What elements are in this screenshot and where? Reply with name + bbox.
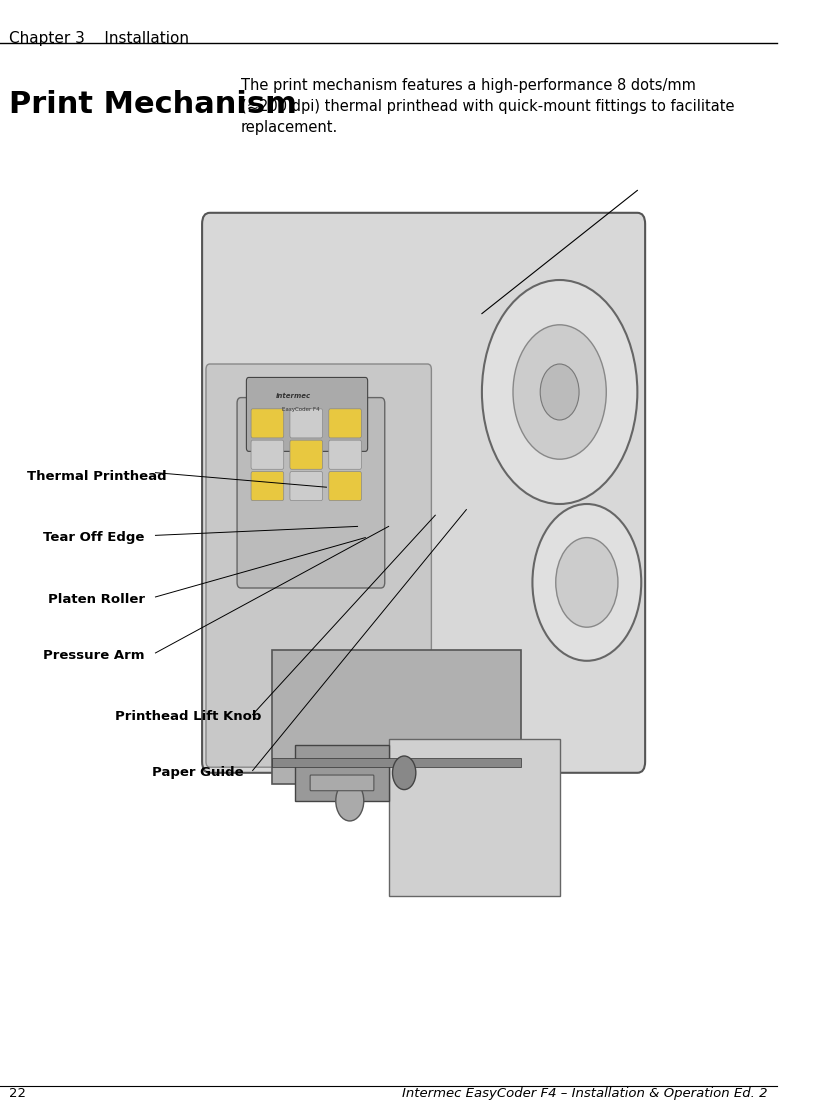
Circle shape bbox=[336, 781, 363, 821]
FancyBboxPatch shape bbox=[251, 409, 284, 438]
FancyBboxPatch shape bbox=[272, 758, 520, 767]
FancyBboxPatch shape bbox=[206, 364, 431, 767]
Text: Printhead Lift Knob: Printhead Lift Knob bbox=[115, 710, 261, 724]
FancyBboxPatch shape bbox=[289, 472, 323, 501]
Text: Paper Guide: Paper Guide bbox=[151, 766, 243, 780]
Circle shape bbox=[481, 280, 637, 504]
FancyBboxPatch shape bbox=[272, 650, 520, 784]
Circle shape bbox=[555, 538, 617, 627]
FancyBboxPatch shape bbox=[310, 775, 374, 791]
Text: Pressure Arm: Pressure Arm bbox=[43, 648, 144, 662]
FancyBboxPatch shape bbox=[328, 409, 361, 438]
Text: The print mechanism features a high-performance 8 dots/mm
(≈200 dpi) thermal pri: The print mechanism features a high-perf… bbox=[241, 78, 734, 136]
Text: Tear Off Edge: Tear Off Edge bbox=[43, 531, 144, 544]
FancyBboxPatch shape bbox=[328, 440, 361, 469]
Circle shape bbox=[392, 756, 415, 790]
Text: Thermal Printhead: Thermal Printhead bbox=[27, 469, 166, 483]
Text: 22: 22 bbox=[9, 1086, 26, 1100]
FancyBboxPatch shape bbox=[328, 472, 361, 501]
Circle shape bbox=[539, 364, 578, 420]
FancyBboxPatch shape bbox=[237, 398, 385, 588]
FancyBboxPatch shape bbox=[289, 440, 323, 469]
Text: intermec: intermec bbox=[275, 393, 311, 399]
Circle shape bbox=[513, 325, 605, 459]
FancyBboxPatch shape bbox=[246, 377, 367, 451]
Text: Platen Roller: Platen Roller bbox=[48, 592, 145, 606]
FancyBboxPatch shape bbox=[251, 440, 284, 469]
Circle shape bbox=[532, 504, 640, 661]
Text: Print Mechanism: Print Mechanism bbox=[9, 90, 297, 119]
FancyBboxPatch shape bbox=[202, 213, 644, 773]
FancyBboxPatch shape bbox=[388, 739, 559, 896]
Text: EasyCoder F4: EasyCoder F4 bbox=[282, 407, 319, 412]
FancyBboxPatch shape bbox=[295, 745, 388, 801]
FancyBboxPatch shape bbox=[251, 472, 284, 501]
Text: Chapter 3    Installation: Chapter 3 Installation bbox=[9, 31, 189, 46]
FancyBboxPatch shape bbox=[289, 409, 323, 438]
Text: Intermec EasyCoder F4 – Installation & Operation Ed. 2: Intermec EasyCoder F4 – Installation & O… bbox=[402, 1086, 767, 1100]
